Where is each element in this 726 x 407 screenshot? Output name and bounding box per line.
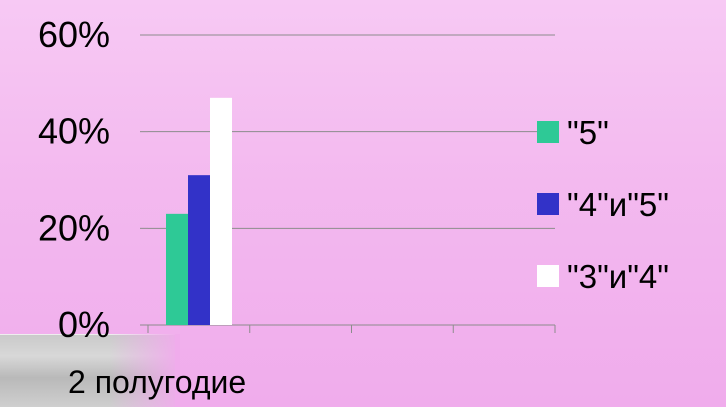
- legend-swatch-2: [537, 193, 559, 215]
- bar-layer: [166, 97, 232, 325]
- bar-series-2: [188, 175, 210, 325]
- corner-bevel-fade: [110, 334, 180, 407]
- legend: "5" "4"и"5" "3"и"4": [537, 114, 669, 295]
- legend-swatch-1: [537, 121, 559, 143]
- y-tick-label: 40%: [38, 111, 110, 152]
- legend-label-1: "5": [567, 114, 609, 151]
- bar-series-3: [210, 97, 232, 325]
- y-tick-label: 60%: [38, 14, 110, 55]
- y-tick-label: 0%: [58, 304, 110, 345]
- bar-series-1: [166, 213, 188, 325]
- y-tick-label: 20%: [38, 207, 110, 248]
- x-axis-category-labels: 2 полугодие: [68, 364, 246, 400]
- y-axis-tick-labels: 0% 20% 40% 60%: [38, 14, 110, 345]
- x-category-label: 2 полугодие: [68, 364, 246, 400]
- legend-swatch-3: [537, 265, 559, 287]
- legend-label-3: "3"и"4": [567, 258, 669, 295]
- legend-label-2: "4"и"5": [567, 186, 669, 223]
